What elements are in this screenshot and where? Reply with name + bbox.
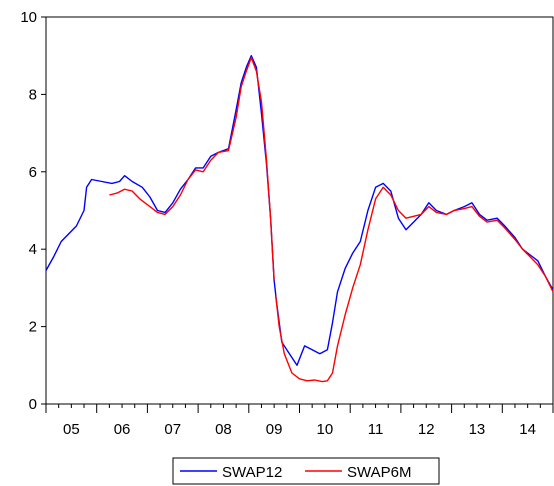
x-tick-label: 07	[164, 421, 181, 438]
legend-label-swap12: SWAP12	[222, 464, 282, 481]
x-tick-label: 12	[418, 421, 435, 438]
x-tick-label: 13	[469, 421, 486, 438]
legend: SWAP12 SWAP6M	[172, 457, 440, 485]
y-tick-label: 4	[29, 241, 37, 258]
series-line-swap12	[45, 55, 554, 366]
x-axis: 05 06 07 08 09 10 11 12 13 14	[45, 404, 554, 438]
x-tick-label: 05	[63, 421, 80, 438]
y-tick-label: 6	[29, 164, 37, 181]
series-line-swap6m	[275, 186, 554, 383]
x-tick-label: 11	[368, 421, 384, 438]
x-tick-label: 09	[266, 421, 283, 438]
y-tick-label: 8	[29, 86, 37, 103]
legend-label-swap6m: SWAP6M	[347, 464, 411, 481]
y-axis: 0 2 4 6 8 10	[20, 9, 46, 413]
y-tick-label: 10	[20, 9, 37, 26]
series-layer	[45, 55, 554, 383]
y-tick-label: 0	[29, 396, 37, 413]
y-tick-label: 2	[29, 319, 37, 336]
x-tick-label: 08	[215, 421, 232, 438]
x-tick-label: 10	[317, 421, 334, 438]
series-line-swap6m	[109, 56, 275, 281]
x-tick-label: 06	[114, 421, 131, 438]
x-tick-label: 14	[519, 421, 536, 438]
